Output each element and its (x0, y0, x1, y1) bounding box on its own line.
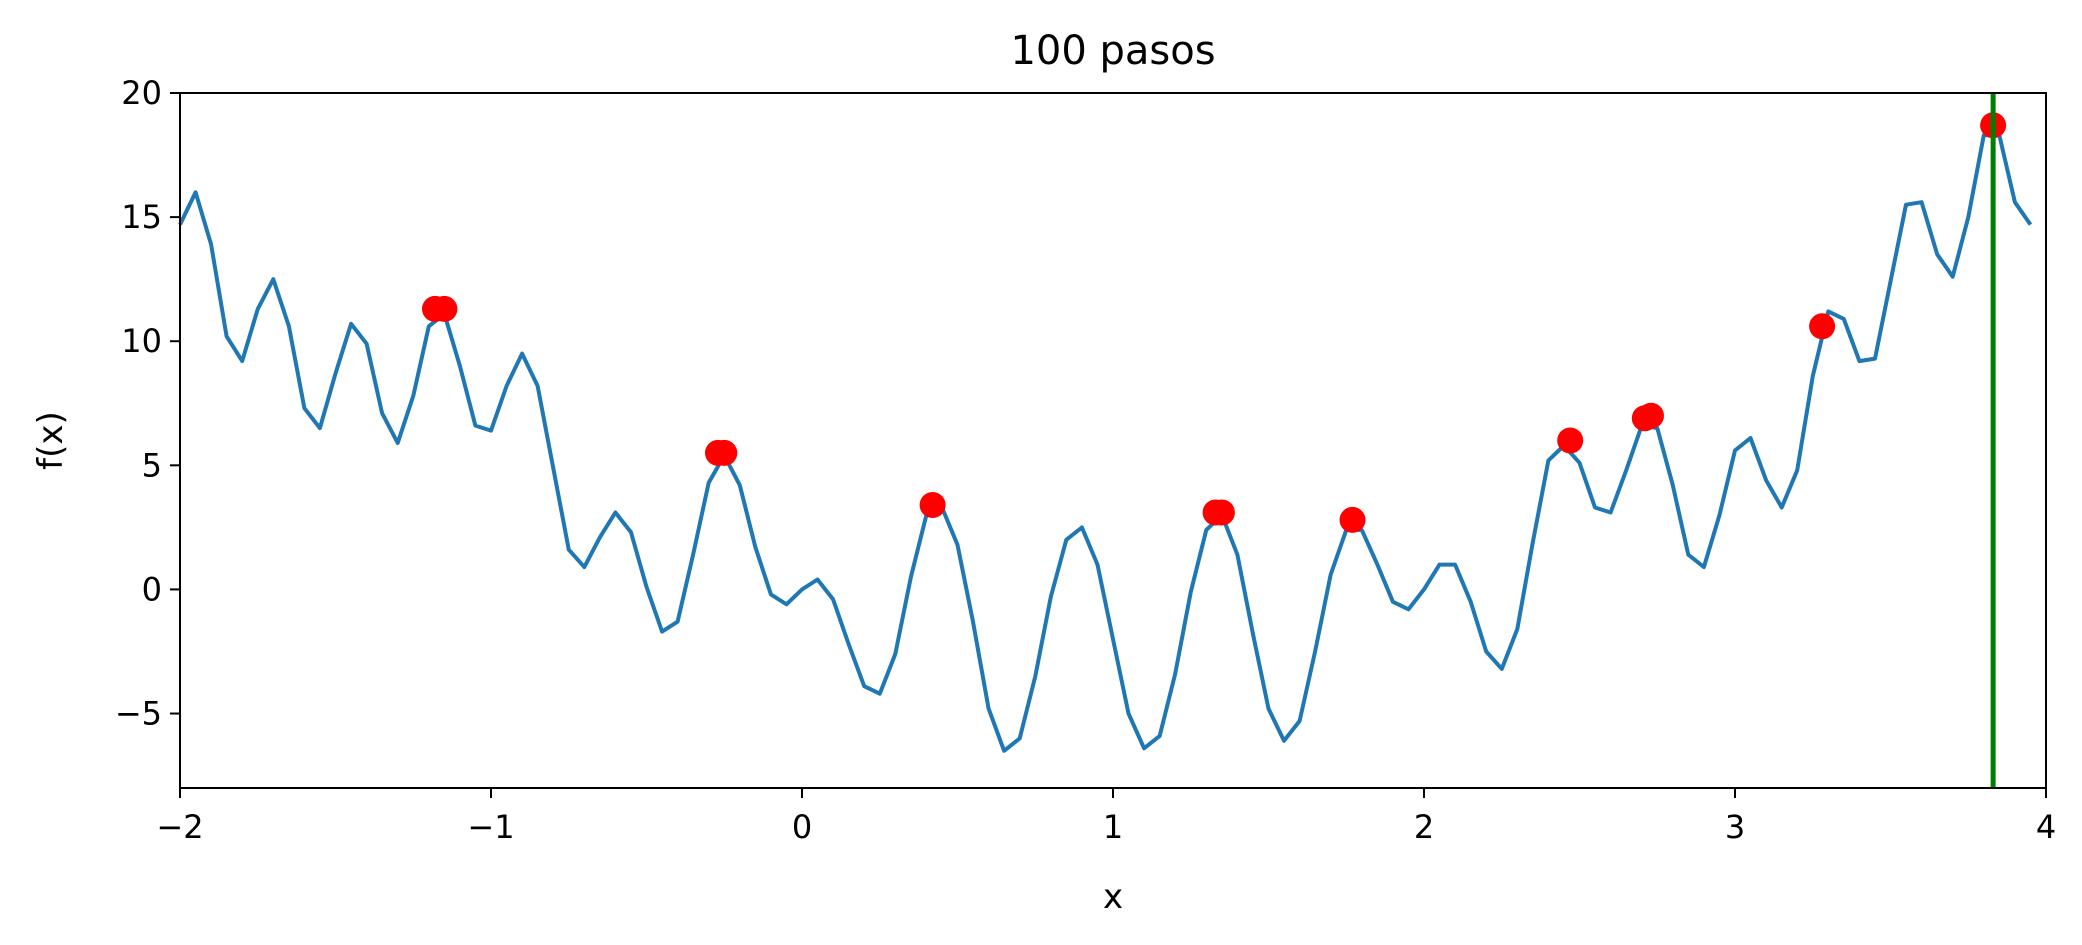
y-tick-label: 15 (121, 198, 162, 236)
x-tick-label: 4 (2036, 808, 2056, 846)
scatter-point (919, 492, 946, 518)
y-tick-label: 0 (142, 570, 162, 608)
x-tick-label: 3 (1725, 808, 1745, 846)
x-tick-label: 2 (1414, 808, 1434, 846)
scatter-point (1208, 499, 1235, 526)
x-axis-ticks: −2 −1 0 1 2 3 4 (156, 788, 2056, 846)
scatter-point (1557, 427, 1584, 454)
x-tick-label: −2 (156, 808, 203, 846)
plot-area (178, 92, 2047, 789)
y-tick-label: 10 (121, 322, 162, 360)
scatter-point (431, 295, 458, 322)
y-axis-ticks: −5 0 5 10 15 20 (115, 74, 180, 733)
series-layer (178, 133, 2033, 753)
series-line-0 (178, 133, 2033, 753)
x-tick-label: 1 (1103, 808, 1123, 846)
chart-title: 100 pasos (1010, 28, 1215, 74)
plot-frame (179, 92, 2047, 789)
x-tick-label: −1 (467, 808, 514, 846)
y-axis-label: f(x) (31, 411, 71, 470)
scatter-point (1809, 313, 1836, 340)
scatter-point (1339, 506, 1366, 533)
points-layer (422, 112, 2007, 533)
y-tick-label: 20 (121, 74, 162, 112)
scatter-point (1638, 402, 1664, 429)
y-tick-label: −5 (115, 695, 162, 733)
x-axis-label: x (1103, 877, 1123, 917)
scatter-point (711, 439, 738, 466)
y-tick-label: 5 (142, 446, 162, 484)
x-tick-label: 0 (792, 808, 812, 846)
